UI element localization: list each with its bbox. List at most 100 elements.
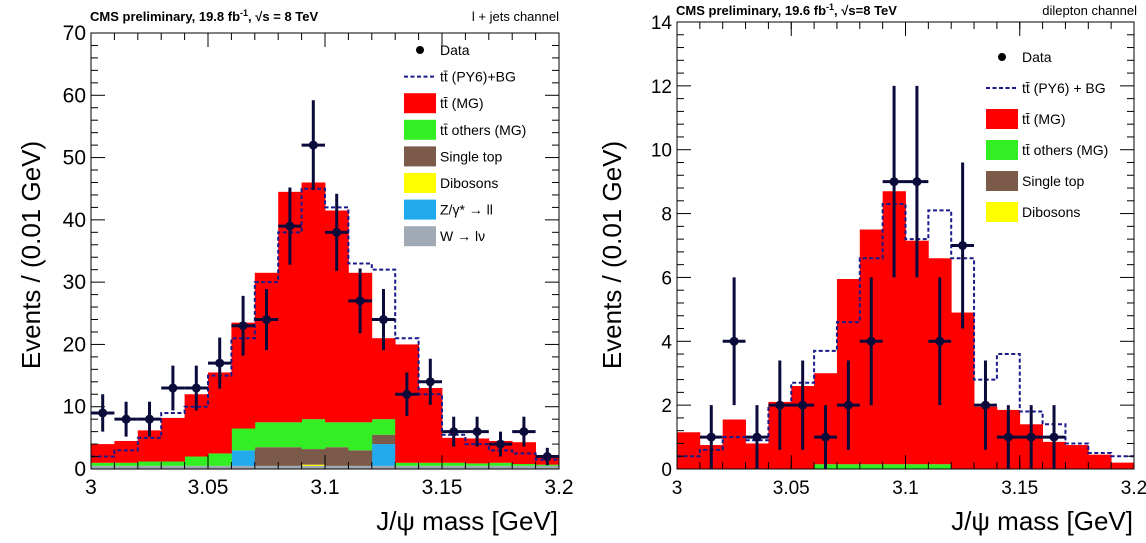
data-point — [488, 431, 513, 457]
stack-bar — [231, 322, 256, 429]
data-point — [814, 405, 837, 469]
data-marker — [798, 400, 808, 410]
x-tick-label: 3.05 — [773, 478, 810, 499]
data-point — [745, 405, 769, 469]
stack-bar — [928, 464, 952, 469]
legend-entry: tt̄ (PY6) + BG — [986, 80, 1106, 96]
y-tick-label: 60 — [63, 84, 86, 107]
stack-bar — [882, 191, 906, 465]
legend-entry: tt̄ others (MG) — [986, 140, 1108, 160]
data-marker — [1003, 432, 1013, 442]
stack-bar — [836, 464, 861, 469]
data-point — [91, 394, 115, 432]
legend-label: Z/γ* → ll — [440, 202, 493, 218]
stack-bar — [348, 272, 373, 423]
data-marker — [935, 336, 945, 346]
stack-bar — [114, 465, 139, 469]
data-marker — [821, 432, 831, 442]
stack-bar — [371, 434, 396, 445]
dashed-overlay-line — [91, 187, 559, 461]
right-x-axis-label: J/ψ mass [GeV] — [951, 506, 1133, 536]
y-tick-label: 14 — [651, 13, 673, 34]
stack-bar — [231, 450, 256, 466]
stack-bar — [254, 447, 279, 466]
y-tick-label: 20 — [63, 333, 86, 356]
data-marker — [912, 177, 922, 187]
data-marker — [285, 221, 295, 231]
stack-bar — [677, 432, 701, 469]
data-point — [1019, 405, 1043, 469]
stack-bar — [278, 191, 302, 423]
legend-entry: Dibosons — [404, 173, 498, 193]
stack-bar — [859, 464, 884, 469]
stack-bar — [1088, 454, 1112, 469]
data-marker — [355, 296, 365, 306]
legend-box-swatch — [404, 199, 436, 220]
legend-entry: tt̄ (MG) — [404, 93, 484, 114]
legend-box-swatch — [986, 109, 1018, 129]
data-point — [974, 360, 997, 450]
legend-entry: Data — [416, 42, 470, 58]
data-marker — [308, 140, 318, 150]
data-point — [791, 360, 815, 450]
data-point — [465, 416, 489, 447]
data-marker — [425, 377, 435, 387]
stack-bar — [465, 465, 490, 469]
data-point — [301, 100, 325, 190]
y-tick-label: 0 — [661, 460, 672, 481]
x-tick-label: 3 — [672, 478, 683, 499]
stack-bar — [231, 428, 256, 451]
stack-bar — [348, 422, 373, 451]
data-marker — [729, 336, 739, 346]
stack-bar — [161, 417, 185, 462]
data-point — [722, 277, 746, 406]
stack-bar — [91, 444, 115, 463]
stack-bar — [184, 465, 209, 469]
data-marker — [238, 321, 248, 331]
right-y-axis-label: Events / (0.01 GeV) — [597, 141, 627, 369]
legend-label: Single top — [1022, 173, 1084, 189]
y-tick-label: 50 — [63, 147, 86, 170]
stack-bar — [301, 464, 326, 466]
x-tick-label: 3.2 — [1121, 478, 1146, 499]
stack-series-0 — [91, 465, 560, 469]
data-point — [254, 288, 279, 351]
stack-bar — [137, 461, 162, 466]
data-marker — [402, 389, 412, 399]
legend-label: tt̄ others (MG) — [1022, 142, 1108, 158]
data-marker — [958, 241, 968, 250]
stack-bar — [301, 449, 326, 465]
data-marker — [843, 400, 853, 410]
stack-bar — [91, 465, 115, 469]
y-tick-label: 2 — [661, 396, 672, 417]
data-point — [278, 187, 302, 265]
data-point — [114, 401, 138, 437]
data-point — [184, 365, 208, 411]
legend-label: Dibosons — [1022, 204, 1080, 220]
legend-box-swatch — [404, 119, 436, 140]
x-tick-label: 3.2 — [544, 476, 573, 499]
stack-bar — [1065, 445, 1089, 469]
legend-entry: Single top — [986, 171, 1084, 191]
data-point — [699, 405, 723, 469]
legend-entry: W → lν — [404, 226, 485, 247]
legend-label: tt̄ (PY6)+BG — [440, 69, 516, 85]
left-y-axis-label: Events / (0.01 GeV) — [16, 141, 46, 369]
data-point — [348, 268, 372, 334]
stack-bar — [161, 465, 185, 469]
y-tick-label: 6 — [661, 268, 672, 289]
legend-entry: Z/γ* → ll — [404, 199, 493, 220]
stack-bar — [254, 465, 279, 469]
stack-series-1 — [231, 444, 396, 466]
data-point — [951, 162, 975, 329]
y-tick-label: 0 — [74, 458, 86, 481]
legend-entry: Data — [998, 49, 1052, 65]
stack-bar — [208, 465, 232, 469]
data-marker — [379, 315, 388, 325]
x-tick-label: 3.05 — [188, 476, 229, 499]
stack-bar — [442, 437, 466, 463]
legend-box-swatch — [986, 202, 1018, 222]
data-marker — [98, 408, 108, 418]
legend-box-swatch — [404, 173, 436, 193]
